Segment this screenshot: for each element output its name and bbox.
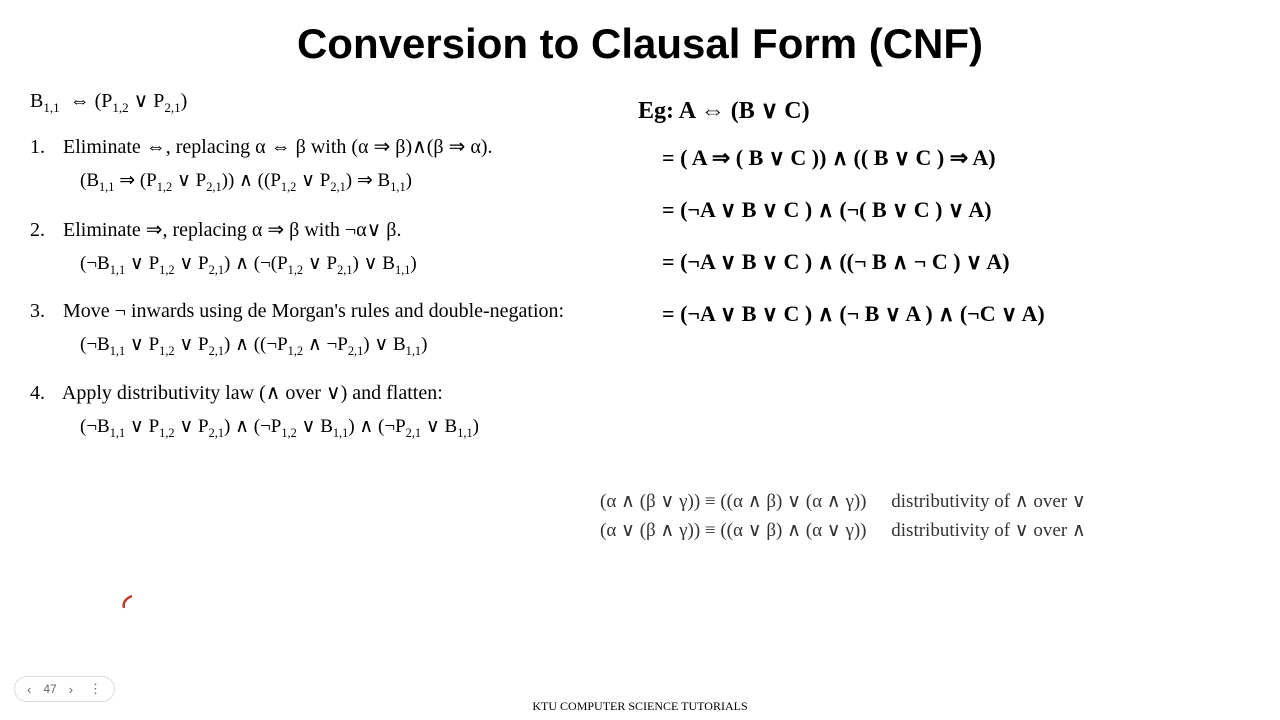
step-2-result: (¬B1,1 ∨ P1,2 ∨ P2,1) ∧ (¬(P1,2 ∨ P2,1) … bbox=[80, 252, 618, 278]
step-2-text: Eliminate ⇒, replacing α ⇒ β with ¬α∨ β. bbox=[63, 219, 401, 241]
example-title: Eg: A ⇔ (B ∨ C) bbox=[638, 96, 1250, 125]
step-4: 4. Apply distributivity law (∧ over ∨) a… bbox=[30, 380, 618, 405]
example-line-4: = (¬A ∨ B ∨ C ) ∧ (¬ B ∨ A ) ∧ (¬C ∨ A) bbox=[662, 301, 1250, 327]
step-4-num: 4. bbox=[30, 382, 58, 405]
step-3: 3. Move ¬ inwards using de Morgan's rule… bbox=[30, 300, 618, 323]
distrib-line-1: (α ∧ (β ∨ γ)) ≡ ((α ∧ β) ∨ (α ∧ γ)) dist… bbox=[600, 490, 1086, 513]
step-3-num: 3. bbox=[30, 300, 58, 323]
step-4-text: Apply distributivity law (∧ over ∨) and … bbox=[62, 382, 443, 404]
example-line-1: = ( A ⇒ ( B ∨ C )) ∧ (( B ∨ C ) ⇒ A) bbox=[662, 145, 1250, 171]
slide-title: Conversion to Clausal Form (CNF) bbox=[0, 0, 1280, 68]
content-area: B1,1 ⇔ (P1,2 ∨ P2,1) 1. Eliminate ⇔, rep… bbox=[0, 68, 1280, 463]
step-1-num: 1. bbox=[30, 136, 58, 159]
initial-formula: B1,1 ⇔ (P1,2 ∨ P2,1) bbox=[30, 88, 618, 116]
distrib-formula-2: (α ∨ (β ∧ γ)) ≡ ((α ∨ β) ∧ (α ∨ γ)) bbox=[600, 520, 867, 541]
step-2: 2. Eliminate ⇒, replacing α ⇒ β with ¬α∨… bbox=[30, 217, 618, 242]
step-3-result: (¬B1,1 ∨ P1,2 ∨ P2,1) ∧ ((¬P1,2 ∧ ¬P2,1)… bbox=[80, 333, 618, 359]
distrib-label-2: distributivity of ∨ over ∧ bbox=[891, 520, 1086, 541]
step-2-num: 2. bbox=[30, 219, 58, 242]
slide-nav-bar: ‹ 47 › ⋮ bbox=[14, 676, 115, 702]
step-1-text: Eliminate ⇔, replacing α ⇔ β with (α ⇒ β… bbox=[63, 136, 492, 158]
prev-slide-button[interactable]: ‹ bbox=[23, 680, 35, 699]
right-column: Eg: A ⇔ (B ∨ C) = ( A ⇒ ( B ∨ C )) ∧ (( … bbox=[628, 88, 1250, 463]
distrib-label-1: distributivity of ∧ over ∨ bbox=[891, 491, 1086, 512]
distrib-formula-1: (α ∧ (β ∨ γ)) ≡ ((α ∧ β) ∨ (α ∧ γ)) bbox=[600, 491, 867, 512]
menu-button[interactable]: ⋮ bbox=[85, 679, 106, 699]
step-1-result: (B1,1 ⇒ (P1,2 ∨ P2,1)) ∧ ((P1,2 ∨ P2,1) … bbox=[80, 169, 618, 195]
example-line-2: = (¬A ∨ B ∨ C ) ∧ (¬( B ∨ C ) ∨ A) bbox=[662, 197, 1250, 223]
footer-text: KTU COMPUTER SCIENCE TUTORIALS bbox=[0, 699, 1280, 714]
distributivity-block: (α ∧ (β ∨ γ)) ≡ ((α ∧ β) ∨ (α ∧ γ)) dist… bbox=[600, 490, 1086, 548]
page-number: 47 bbox=[43, 682, 56, 696]
pen-annotation bbox=[118, 594, 138, 610]
next-slide-button[interactable]: › bbox=[65, 680, 77, 699]
left-column: B1,1 ⇔ (P1,2 ∨ P2,1) 1. Eliminate ⇔, rep… bbox=[30, 88, 628, 463]
distrib-line-2: (α ∨ (β ∧ γ)) ≡ ((α ∨ β) ∧ (α ∨ γ)) dist… bbox=[600, 519, 1086, 542]
step-3-text: Move ¬ inwards using de Morgan's rules a… bbox=[63, 300, 564, 322]
example-line-3: = (¬A ∨ B ∨ C ) ∧ ((¬ B ∧ ¬ C ) ∨ A) bbox=[662, 249, 1250, 275]
step-4-result: (¬B1,1 ∨ P1,2 ∨ P2,1) ∧ (¬P1,2 ∨ B1,1) ∧… bbox=[80, 415, 618, 441]
step-1: 1. Eliminate ⇔, replacing α ⇔ β with (α … bbox=[30, 134, 618, 159]
